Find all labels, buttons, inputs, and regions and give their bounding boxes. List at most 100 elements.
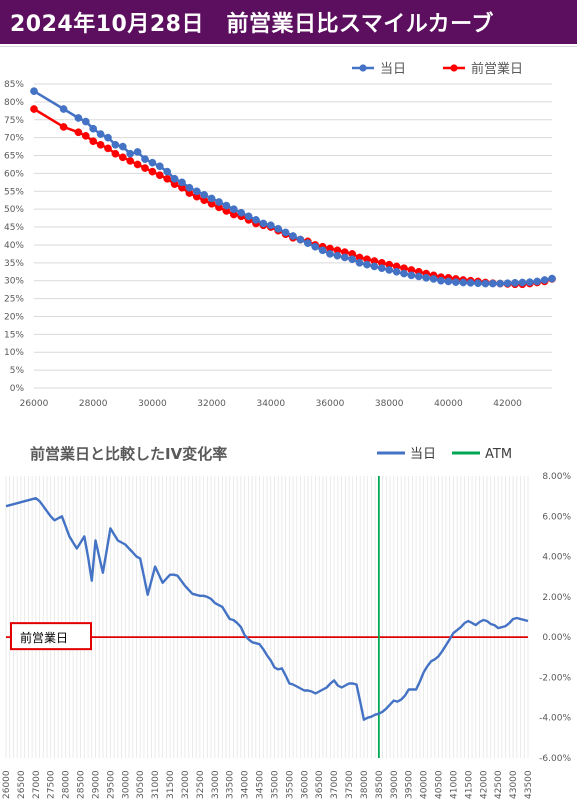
data-point	[488, 279, 497, 288]
data-point	[281, 228, 290, 237]
x-tick-label: 39000	[390, 770, 400, 799]
data-point	[474, 279, 482, 288]
data-point	[496, 279, 505, 288]
smile-curve-chart: 0% 5% 10% 15% 20% 25% 30% 35% 40% 45% 50% 55% 60% 65%…	[4, 61, 556, 409]
y-tick-label: 35%	[4, 259, 24, 269]
data-point	[170, 174, 179, 183]
x-tick-label: 26000	[2, 770, 12, 799]
data-point	[414, 272, 423, 281]
y-tick-label: 40%	[4, 241, 24, 251]
x-tick-label: 33000	[211, 770, 221, 799]
x-tick-label: 41500	[464, 770, 474, 799]
iv-change-line	[5, 496, 529, 721]
data-point	[229, 205, 238, 214]
y-tick-label: 65%	[4, 152, 24, 162]
y-tick-label: 8.00%	[542, 472, 571, 482]
y-tick-label: 4.00%	[542, 553, 571, 563]
data-point	[59, 105, 68, 113]
y-tick-label: 0.00%	[542, 633, 571, 643]
data-point	[126, 149, 135, 158]
data-point	[511, 279, 519, 287]
data-point	[407, 271, 416, 280]
x-tick-label: 30000	[138, 399, 167, 409]
data-point	[74, 114, 83, 122]
data-point	[155, 171, 164, 180]
x-tick-label: 43500	[524, 770, 534, 799]
data-point	[459, 278, 468, 287]
data-point	[81, 132, 90, 140]
data-point	[74, 128, 83, 137]
data-point	[178, 178, 186, 187]
x-tick-label: 28000	[62, 770, 72, 799]
data-point	[266, 221, 275, 230]
data-point	[81, 117, 90, 126]
data-point	[207, 194, 216, 203]
data-point	[148, 167, 157, 176]
y-tick-label: -2.00%	[539, 673, 571, 683]
x-tick-label: 30000	[121, 770, 131, 799]
data-point	[111, 149, 120, 158]
x-tick-label: 40000	[434, 399, 463, 409]
title-banner: 2024年10月28日 前営業日比スマイルカーブ	[0, 0, 577, 44]
x-tick-label: 27500	[47, 770, 57, 799]
y-tick-label: 45%	[4, 223, 24, 233]
x-tick-label: 32500	[196, 770, 206, 799]
data-point	[30, 87, 38, 96]
x-tick-label: 26500	[17, 770, 27, 799]
x-tick-label: 42000	[493, 399, 522, 409]
x-tick-label: 34500	[256, 770, 266, 799]
x-tick-label: 28000	[79, 399, 108, 409]
legend-label: 当日	[380, 62, 406, 77]
data-point	[133, 160, 142, 169]
y-tick-label: 70%	[4, 134, 24, 144]
data-point	[481, 279, 490, 288]
data-point	[518, 278, 527, 287]
data-point	[503, 279, 512, 288]
data-point	[437, 276, 445, 285]
data-point	[237, 208, 246, 217]
y-tick-label: 50%	[4, 205, 24, 215]
data-point	[296, 235, 305, 244]
data-point	[155, 162, 164, 171]
data-point	[215, 198, 223, 206]
iv-change-chart-title: 前営業日と比較したIV変化率	[30, 445, 228, 463]
data-point	[340, 253, 349, 262]
x-tick-label: 31500	[166, 770, 176, 799]
iv-change-chart-panel: 前営業日と比較したIV変化率 -6.00% -4.00% -2.00% 0.00% 2.…	[0, 423, 577, 802]
data-point	[126, 157, 135, 165]
data-point	[163, 174, 172, 183]
data-point	[141, 155, 149, 163]
x-tick-label: 38000	[360, 770, 370, 799]
x-tick-label: 39500	[405, 770, 415, 799]
x-tick-label: 36000	[316, 399, 345, 409]
y-tick-label: 20%	[4, 312, 24, 322]
y-tick-label: 60%	[4, 169, 24, 179]
data-point	[259, 219, 268, 228]
smile-curve-chart-panel: 0% 5% 10% 15% 20% 25% 30% 35% 40% 45% 50% 55% 60% 65%…	[0, 46, 577, 424]
x-tick-label: 43000	[509, 770, 519, 799]
y-tick-label: -4.00%	[539, 714, 571, 724]
data-point	[200, 191, 209, 199]
data-point	[466, 279, 475, 287]
x-tick-label: 29500	[106, 770, 116, 799]
x-tick-label: 26000	[20, 399, 49, 409]
data-point	[400, 269, 408, 278]
x-tick-label: 34000	[256, 399, 285, 409]
zero-label-box	[10, 622, 92, 651]
data-point	[377, 264, 386, 273]
y-tick-label: 80%	[4, 98, 24, 108]
legend-label-today: 当日	[410, 447, 436, 462]
y-tick-label: 30%	[4, 277, 24, 287]
data-point	[192, 187, 201, 196]
data-point	[525, 278, 534, 286]
data-point	[118, 153, 127, 162]
series-line-前営業日	[33, 107, 553, 286]
data-point	[96, 130, 105, 138]
x-tick-label: 33500	[226, 770, 236, 799]
x-tick-label: 30500	[136, 770, 146, 799]
data-point	[326, 250, 334, 258]
data-point	[163, 167, 172, 176]
x-tick-label: 42000	[479, 770, 489, 799]
data-point	[303, 239, 312, 248]
legend-marker	[359, 64, 367, 72]
